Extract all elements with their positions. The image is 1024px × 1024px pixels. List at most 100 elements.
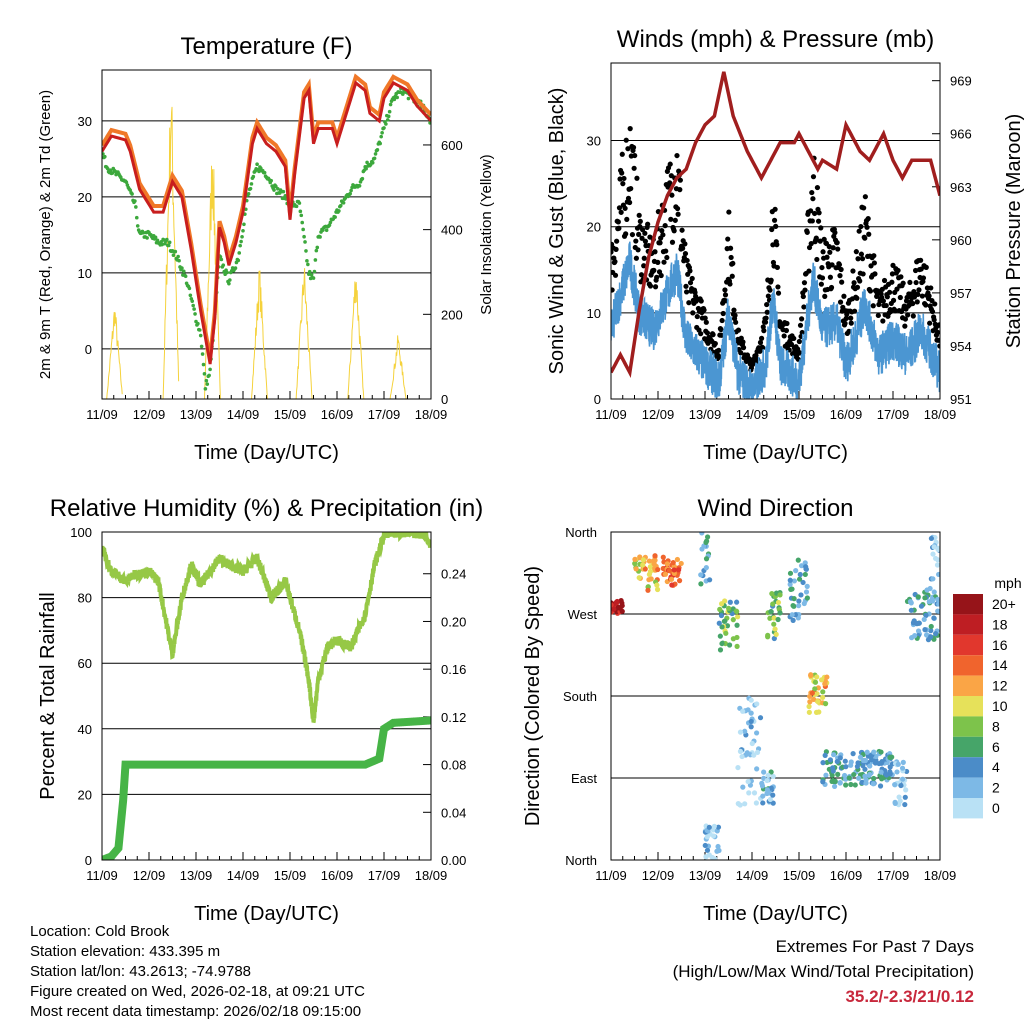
gust-point (799, 316, 805, 322)
direction-point (867, 771, 873, 777)
gust-point (936, 322, 940, 328)
dewpoint-point (203, 387, 208, 391)
x-tick-label: 15/09 (783, 407, 816, 422)
extremes-title: Extremes For Past 7 Days (775, 937, 974, 956)
dewpoint-point (110, 171, 115, 175)
x-tick-label: 12/09 (642, 868, 675, 883)
dewpoint-point (349, 188, 353, 193)
gust-point (727, 281, 733, 287)
gust-point (763, 315, 769, 321)
gust-point (639, 235, 645, 241)
dewpoint-point (333, 215, 337, 219)
direction-point (796, 603, 802, 609)
dewpoint-point (208, 367, 212, 372)
gust-point (920, 275, 927, 281)
dewpoint-point (283, 194, 288, 198)
dewpoint-point (177, 258, 181, 263)
gust-point (740, 339, 746, 345)
direction-point (924, 587, 930, 593)
x-tick-label: 14/09 (736, 407, 769, 422)
direction-point (837, 780, 843, 786)
y-tick-label: 0 (85, 853, 92, 868)
dewpoint-point (300, 220, 305, 225)
x-tick-label: 18/09 (415, 868, 448, 883)
direction-point (936, 601, 940, 607)
legend-label: 8 (992, 718, 1000, 734)
chart-title: Winds (mph) & Pressure (mb) (617, 26, 934, 53)
direction-point (878, 749, 884, 755)
direction-point (887, 764, 893, 770)
legend-swatch (953, 675, 983, 696)
direction-point (737, 729, 744, 735)
dewpoint-point (337, 209, 341, 213)
dewpoint-point (379, 134, 383, 139)
direction-point (769, 591, 775, 597)
gust-point (674, 205, 681, 212)
direction-point (843, 764, 849, 770)
direction-point (660, 554, 666, 560)
gust-point (612, 272, 619, 278)
direction-point (813, 709, 820, 715)
direction-point (772, 626, 778, 632)
direction-point (719, 640, 725, 647)
direction-point (748, 724, 754, 730)
direction-point (730, 617, 736, 623)
dewpoint-point (297, 201, 302, 205)
recent-timestamp: Most recent data timestamp: 2026/02/18 0… (30, 1003, 362, 1020)
gust-point (732, 312, 738, 319)
direction-point (726, 605, 732, 611)
gust-point (727, 245, 734, 251)
legend-label: 4 (992, 759, 1000, 775)
y-right-tick-label: 0.24 (441, 567, 466, 582)
direction-point (796, 576, 803, 582)
dewpoint-point (275, 186, 280, 191)
direction-point (734, 599, 740, 605)
direction-point (796, 598, 802, 604)
gust-point (902, 316, 909, 322)
gust-point (810, 174, 817, 180)
gust-point (729, 273, 735, 279)
dewpoint-point (176, 254, 180, 259)
gust-point (636, 231, 642, 238)
direction-point (892, 799, 898, 805)
gust-point (852, 308, 858, 314)
direction-point (915, 628, 922, 634)
y-right-tick-label: 951 (950, 392, 972, 407)
gust-point (637, 218, 643, 225)
gust-point (928, 285, 934, 291)
direction-point (879, 776, 885, 782)
direction-point (820, 689, 826, 695)
gust-point (783, 327, 790, 334)
direction-point (870, 781, 876, 787)
direction-point (614, 598, 620, 605)
y-right-tick-label: 0.20 (441, 614, 466, 629)
direction-point (654, 582, 660, 588)
x-tick-label: 15/09 (274, 407, 307, 422)
y-tick-label: 20 (78, 190, 92, 205)
dewpoint-point (248, 186, 253, 191)
direction-point (768, 785, 774, 791)
direction-point (787, 570, 794, 576)
dewpoint-point (384, 122, 388, 126)
direction-point (894, 769, 900, 775)
direction-point (804, 583, 810, 589)
gust-point (926, 293, 932, 299)
dewpoint-point (190, 299, 195, 303)
direction-point (899, 765, 906, 771)
legend-label: 0 (992, 800, 1000, 816)
direction-point (862, 757, 869, 764)
gust-point (767, 287, 773, 293)
direction-point (867, 763, 873, 769)
x-tick-label: 14/09 (227, 868, 260, 883)
dewpoint-point (364, 166, 368, 171)
gust-point (615, 219, 621, 225)
direction-point (737, 802, 743, 808)
direction-point (815, 698, 821, 705)
direction-point (760, 800, 766, 806)
dewpoint-point (191, 303, 195, 308)
legend-swatch (953, 736, 983, 758)
gust-point (892, 308, 898, 314)
plot-area (611, 532, 940, 860)
